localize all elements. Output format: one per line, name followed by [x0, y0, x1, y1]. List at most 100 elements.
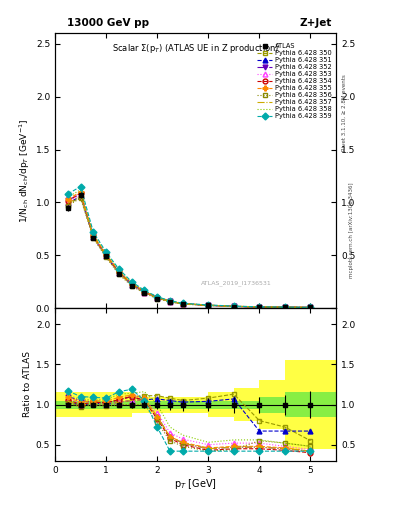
Pythia 6.428 352 [180, 301, 185, 307]
Pythia 6.428 359 [180, 300, 185, 306]
Pythia 6.428 351 [231, 303, 236, 309]
Pythia 6.428 359 [283, 304, 287, 310]
Pythia 6.428 350 [104, 252, 108, 259]
Text: Scalar $\Sigma$(p$_T$) (ATLAS UE in Z production): Scalar $\Sigma$(p$_T$) (ATLAS UE in Z pr… [112, 41, 279, 54]
Pythia 6.428 357 [180, 301, 185, 307]
Pythia 6.428 356 [180, 301, 185, 307]
Pythia 6.428 353 [117, 270, 121, 276]
Pythia 6.428 359 [117, 266, 121, 272]
Pythia 6.428 354 [65, 198, 70, 204]
Pythia 6.428 354 [283, 304, 287, 310]
Pythia 6.428 354 [257, 304, 262, 310]
Pythia 6.428 352 [257, 304, 262, 310]
Pythia 6.428 359 [142, 287, 147, 293]
Pythia 6.428 356 [65, 203, 70, 209]
Y-axis label: 1/N$_{\mathregular{ch}}$ dN$_{\mathregular{ch}}$/dp$_T$ [GeV$^{-1}$]: 1/N$_{\mathregular{ch}}$ dN$_{\mathregul… [17, 118, 31, 223]
Pythia 6.428 357 [155, 295, 160, 301]
Pythia 6.428 350 [155, 294, 160, 301]
Pythia 6.428 358 [206, 302, 211, 308]
Pythia 6.428 353 [65, 199, 70, 205]
Pythia 6.428 351 [65, 200, 70, 206]
Pythia 6.428 350 [206, 302, 211, 308]
Pythia 6.428 353 [78, 192, 83, 198]
Line: Pythia 6.428 354: Pythia 6.428 354 [65, 190, 313, 310]
Pythia 6.428 352 [308, 304, 313, 310]
Pythia 6.428 357 [206, 302, 211, 308]
Pythia 6.428 354 [168, 298, 173, 304]
Pythia 6.428 353 [206, 302, 211, 308]
Pythia 6.428 357 [142, 289, 147, 295]
Pythia 6.428 357 [257, 304, 262, 310]
Pythia 6.428 354 [308, 304, 313, 310]
Pythia 6.428 359 [129, 279, 134, 285]
Text: Z+Jet: Z+Jet [300, 18, 332, 28]
Pythia 6.428 356 [231, 304, 236, 310]
Pythia 6.428 354 [206, 302, 211, 308]
Pythia 6.428 358 [283, 304, 287, 310]
Pythia 6.428 353 [142, 289, 147, 295]
Text: 13000 GeV pp: 13000 GeV pp [67, 18, 149, 28]
Pythia 6.428 351 [168, 298, 173, 305]
Pythia 6.428 359 [206, 302, 211, 308]
Pythia 6.428 357 [91, 234, 96, 240]
Pythia 6.428 356 [129, 283, 134, 289]
Pythia 6.428 351 [206, 302, 211, 308]
Pythia 6.428 356 [168, 299, 173, 305]
Pythia 6.428 355 [129, 280, 134, 286]
Line: Pythia 6.428 358: Pythia 6.428 358 [68, 190, 310, 307]
Pythia 6.428 350 [117, 269, 121, 275]
Pythia 6.428 356 [283, 304, 287, 310]
Pythia 6.428 351 [180, 301, 185, 307]
Line: Pythia 6.428 350: Pythia 6.428 350 [65, 195, 313, 310]
Pythia 6.428 358 [155, 294, 160, 300]
Pythia 6.428 354 [91, 233, 96, 239]
Pythia 6.428 358 [65, 194, 70, 200]
Line: Pythia 6.428 355: Pythia 6.428 355 [65, 189, 313, 310]
Pythia 6.428 359 [104, 249, 108, 255]
Pythia 6.428 353 [129, 282, 134, 288]
Text: Rivet 3.1.10, ≥ 2.8M events: Rivet 3.1.10, ≥ 2.8M events [342, 74, 346, 151]
Pythia 6.428 351 [117, 270, 121, 276]
Pythia 6.428 352 [283, 304, 287, 310]
Pythia 6.428 354 [129, 281, 134, 287]
Pythia 6.428 352 [117, 269, 121, 275]
Pythia 6.428 353 [257, 304, 262, 310]
Pythia 6.428 350 [168, 298, 173, 304]
Pythia 6.428 353 [283, 304, 287, 310]
Pythia 6.428 353 [231, 303, 236, 309]
X-axis label: p$_T$ [GeV]: p$_T$ [GeV] [174, 477, 217, 492]
Pythia 6.428 357 [308, 305, 313, 311]
Pythia 6.428 358 [257, 304, 262, 310]
Pythia 6.428 352 [78, 191, 83, 197]
Line: Pythia 6.428 359: Pythia 6.428 359 [65, 184, 313, 310]
Pythia 6.428 353 [180, 301, 185, 307]
Pythia 6.428 350 [129, 281, 134, 287]
Pythia 6.428 356 [257, 304, 262, 310]
Pythia 6.428 351 [78, 193, 83, 199]
Pythia 6.428 355 [117, 268, 121, 274]
Pythia 6.428 357 [65, 200, 70, 206]
Pythia 6.428 355 [231, 303, 236, 309]
Pythia 6.428 355 [155, 294, 160, 301]
Pythia 6.428 354 [78, 190, 83, 196]
Pythia 6.428 356 [117, 271, 121, 278]
Pythia 6.428 352 [231, 303, 236, 309]
Line: Pythia 6.428 353: Pythia 6.428 353 [65, 193, 313, 310]
Pythia 6.428 351 [283, 304, 287, 310]
Pythia 6.428 357 [117, 270, 121, 276]
Line: Pythia 6.428 352: Pythia 6.428 352 [65, 191, 313, 310]
Line: Pythia 6.428 357: Pythia 6.428 357 [68, 196, 310, 308]
Pythia 6.428 356 [308, 305, 313, 311]
Pythia 6.428 356 [104, 254, 108, 261]
Pythia 6.428 353 [168, 298, 173, 305]
Line: Pythia 6.428 351: Pythia 6.428 351 [65, 194, 313, 310]
Pythia 6.428 359 [91, 229, 96, 235]
Pythia 6.428 351 [129, 282, 134, 288]
Pythia 6.428 355 [206, 302, 211, 308]
Pythia 6.428 351 [257, 304, 262, 310]
Pythia 6.428 358 [104, 250, 108, 256]
Text: mcplots.cern.ch [arXiv:1306.3436]: mcplots.cern.ch [arXiv:1306.3436] [349, 183, 354, 278]
Pythia 6.428 352 [142, 289, 147, 295]
Pythia 6.428 353 [308, 305, 313, 311]
Pythia 6.428 359 [257, 304, 262, 310]
